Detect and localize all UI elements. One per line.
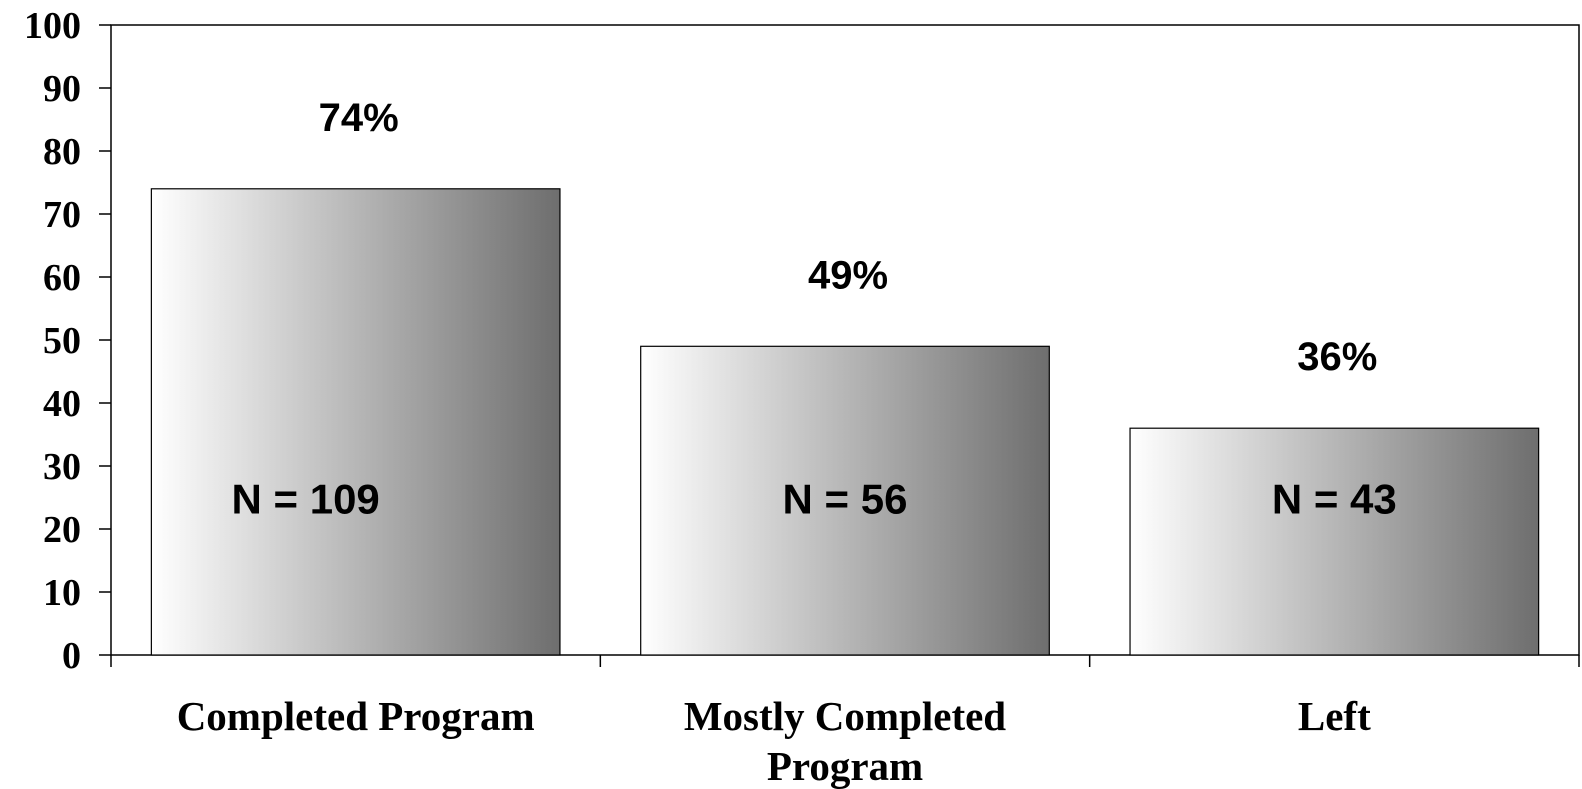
data-label: 74% xyxy=(319,96,399,140)
data-label: 36% xyxy=(1297,335,1377,379)
y-tick-label: 0 xyxy=(62,635,81,677)
bar-annotation: N = 109 xyxy=(232,475,380,522)
category-label: Completed Program xyxy=(177,693,535,739)
category-label: Left xyxy=(1298,693,1371,739)
y-tick-label: 20 xyxy=(43,509,81,551)
category-label: Program xyxy=(767,743,923,789)
y-tick-label: 50 xyxy=(43,320,81,362)
bar-2 xyxy=(640,345,1050,656)
bar-1 xyxy=(150,188,561,656)
x-axis xyxy=(110,655,1580,667)
y-axis: 0 10 20 30 40 50 60 70 80 90 100 xyxy=(24,5,111,677)
y-tick-label: 60 xyxy=(43,257,81,299)
bar-annotation: N = 56 xyxy=(783,475,908,522)
y-tick-label: 80 xyxy=(43,131,81,173)
y-tick-label: 10 xyxy=(43,572,81,614)
bar-3 xyxy=(1129,427,1540,656)
data-label: 49% xyxy=(808,253,888,297)
y-tick-label: 90 xyxy=(43,68,81,110)
y-tick-label: 100 xyxy=(24,5,81,47)
y-tick-label: 30 xyxy=(43,446,81,488)
labels-group: 74% N = 109 Completed Program 49% N = 56 Most… xyxy=(177,96,1397,789)
bars-group xyxy=(150,188,1540,656)
category-label: Mostly Completed xyxy=(684,693,1006,739)
y-tick-label: 40 xyxy=(43,383,81,425)
y-tick-label: 70 xyxy=(43,194,81,236)
bar-annotation: N = 43 xyxy=(1272,475,1397,522)
